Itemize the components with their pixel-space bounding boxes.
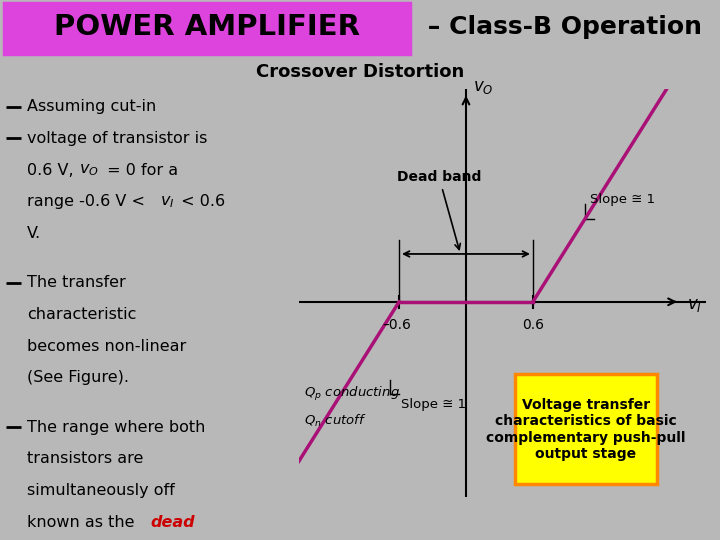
Text: becomes non-linear: becomes non-linear — [27, 339, 186, 354]
Text: 0.6 V,: 0.6 V, — [27, 163, 78, 178]
Text: $v_O$: $v_O$ — [472, 78, 493, 96]
Text: characteristic: characteristic — [27, 307, 136, 322]
FancyBboxPatch shape — [4, 3, 410, 54]
Text: V.: V. — [27, 226, 41, 241]
Text: Slope ≅ 1: Slope ≅ 1 — [590, 192, 654, 206]
Text: dead: dead — [151, 515, 196, 530]
Text: simultaneously off: simultaneously off — [27, 483, 175, 498]
Text: known as the: known as the — [27, 515, 140, 530]
Text: – Class-B Operation: – Class-B Operation — [419, 15, 702, 39]
Text: Voltage transfer
characteristics of basic
complementary push-pull
output stage: Voltage transfer characteristics of basi… — [486, 398, 685, 461]
Text: The range where both: The range where both — [27, 420, 205, 435]
Text: The transfer: The transfer — [27, 275, 126, 290]
Text: range -0.6 V <: range -0.6 V < — [27, 194, 150, 210]
Text: –0.6: –0.6 — [382, 318, 411, 332]
Text: POWER AMPLIFIER: POWER AMPLIFIER — [54, 13, 360, 41]
FancyBboxPatch shape — [515, 375, 657, 484]
Text: (See Figure).: (See Figure). — [27, 370, 129, 386]
Text: $v_I$: $v_I$ — [160, 194, 174, 210]
Text: transistors are: transistors are — [27, 451, 143, 466]
Text: $v_I$: $v_I$ — [687, 296, 701, 314]
Text: $Q_n$ cutoff: $Q_n$ cutoff — [305, 413, 367, 429]
Text: = 0 for a: = 0 for a — [102, 163, 178, 178]
Text: Crossover Distortion: Crossover Distortion — [256, 63, 464, 80]
Text: voltage of transistor is: voltage of transistor is — [27, 131, 207, 146]
Text: $v_O$: $v_O$ — [79, 162, 99, 178]
Text: < 0.6: < 0.6 — [176, 194, 225, 210]
Text: $Q_p$ conducting: $Q_p$ conducting — [305, 385, 400, 403]
Text: Assuming cut-in: Assuming cut-in — [27, 99, 156, 114]
Text: Dead band: Dead band — [397, 170, 481, 249]
Text: Slope ≅ 1: Slope ≅ 1 — [401, 398, 467, 411]
Text: 0.6: 0.6 — [522, 318, 544, 332]
